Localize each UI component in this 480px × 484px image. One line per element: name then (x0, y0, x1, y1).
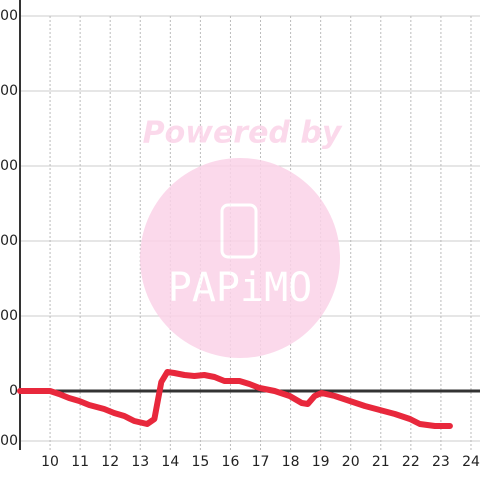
watermark: Powered by PAPiMO (140, 116, 343, 358)
y-tick-label: -20,000 (0, 433, 18, 449)
x-tick-label: 13 (131, 454, 149, 470)
x-tick-label: 22 (402, 454, 420, 470)
x-tick-label: 16 (222, 454, 240, 470)
y-tick-label: 30,000 (0, 308, 18, 324)
x-tick-label: 14 (161, 454, 179, 470)
y-tick-label: 150,000 (0, 8, 18, 24)
x-tick-label: 19 (312, 454, 330, 470)
x-tick-label: 24 (462, 454, 480, 470)
x-tick-label: 10 (41, 454, 59, 470)
y-tick-label: 120,000 (0, 83, 18, 99)
watermark-text: Powered by (143, 116, 343, 151)
x-tick-label: 18 (282, 454, 300, 470)
x-tick-label: 11 (71, 454, 89, 470)
data-line (17, 369, 453, 429)
x-tick-label: 15 (191, 454, 209, 470)
x-tick-label: 21 (372, 454, 390, 470)
watermark-icon (220, 203, 258, 259)
x-tick-label: 17 (252, 454, 270, 470)
y-tick-label: 90,000 (0, 158, 18, 174)
watermark-logo: PAPiMO (168, 265, 313, 311)
x-tick-label: 23 (432, 454, 450, 470)
x-tick-label: 12 (101, 454, 119, 470)
x-tick-label: 20 (342, 454, 360, 470)
y-tick-label: 0 (9, 383, 18, 399)
y-tick-label: 60,000 (0, 233, 18, 249)
